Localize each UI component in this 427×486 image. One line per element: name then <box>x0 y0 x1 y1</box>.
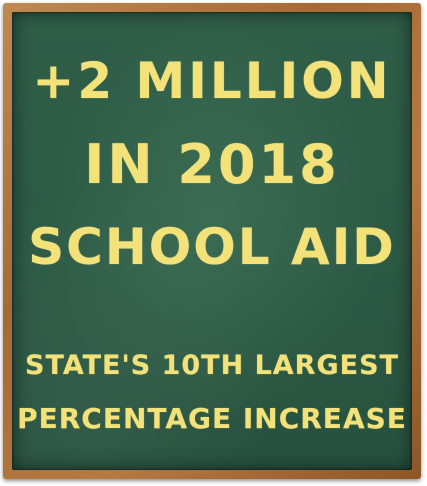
chalkboard-surface: +2 Million in 2018 School Aid State's 10… <box>12 12 412 470</box>
subline-metric: Percentage Increase <box>17 402 407 435</box>
headline-year: in 2018 <box>84 133 340 196</box>
chalkboard-frame: +2 Million in 2018 School Aid State's 10… <box>3 3 421 479</box>
headline-subject: School Aid <box>28 218 396 276</box>
headline-amount: +2 Million <box>32 52 392 110</box>
subline-rank: State's 10th largest <box>25 350 399 381</box>
